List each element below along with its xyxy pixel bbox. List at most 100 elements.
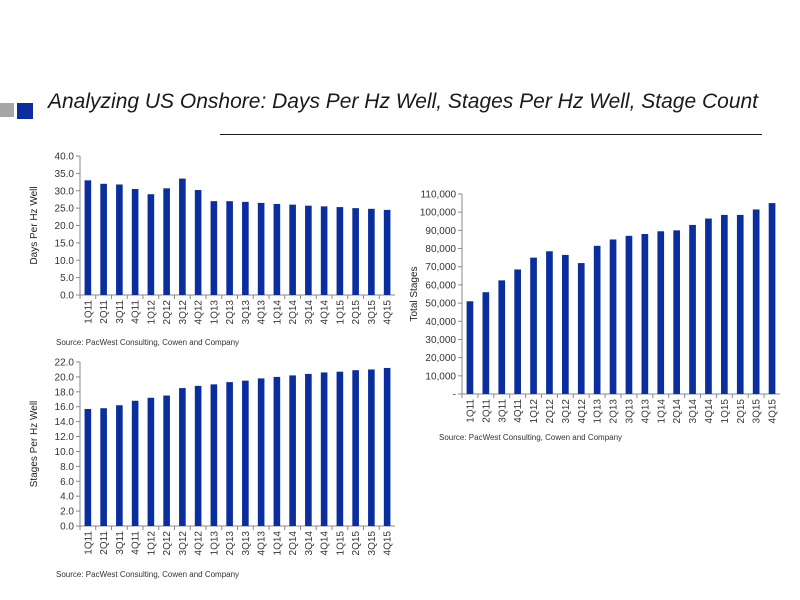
bar bbox=[100, 183, 107, 295]
bar bbox=[131, 189, 139, 295]
bar bbox=[289, 375, 296, 526]
y-tick-label: 8.0 bbox=[60, 462, 74, 473]
y-tick-label: 35.0 bbox=[55, 169, 75, 180]
x-tick-label: 2Q13 bbox=[225, 531, 236, 556]
bar bbox=[689, 224, 696, 394]
x-tick-label: 2Q14 bbox=[672, 399, 683, 424]
bar bbox=[131, 400, 139, 526]
bar bbox=[562, 254, 569, 394]
x-tick-label: 1Q12 bbox=[529, 399, 540, 424]
x-tick-label: 1Q15 bbox=[720, 399, 731, 424]
bar bbox=[116, 405, 123, 526]
x-tick-label: 3Q11 bbox=[115, 300, 126, 324]
bar bbox=[84, 180, 92, 295]
x-tick-label: 1Q11 bbox=[465, 399, 476, 423]
title-underline bbox=[220, 134, 762, 135]
y-tick-label: 50,000 bbox=[425, 299, 456, 310]
bar bbox=[163, 188, 170, 295]
y-tick-label: 18.0 bbox=[55, 387, 75, 398]
y-tick-label: 5.0 bbox=[60, 273, 74, 284]
bar bbox=[273, 203, 281, 295]
bar bbox=[721, 214, 728, 394]
x-tick-label: 3Q15 bbox=[367, 531, 378, 556]
x-tick-label: 4Q15 bbox=[383, 300, 394, 325]
bar bbox=[226, 201, 233, 295]
y-tick-label: 40,000 bbox=[425, 317, 456, 328]
x-tick-label: 3Q11 bbox=[497, 399, 508, 423]
x-tick-label: 2Q12 bbox=[162, 531, 173, 556]
x-tick-label: 3Q13 bbox=[241, 300, 252, 325]
bar bbox=[320, 206, 328, 295]
bar bbox=[352, 208, 359, 295]
x-tick-label: 3Q12 bbox=[178, 300, 189, 325]
bar bbox=[768, 203, 776, 394]
bar bbox=[305, 373, 312, 526]
bar bbox=[466, 301, 474, 394]
x-tick-label: 4Q15 bbox=[768, 399, 779, 424]
y-tick-label: 25.0 bbox=[55, 204, 75, 215]
x-tick-label: 1Q12 bbox=[146, 300, 157, 325]
source-note: Source: PacWest Consulting, Cowen and Co… bbox=[439, 433, 622, 442]
y-tick-label: 14.0 bbox=[55, 417, 75, 428]
y-tick-label: 90,000 bbox=[425, 226, 456, 237]
bar bbox=[84, 408, 92, 526]
y-tick-label: 16.0 bbox=[55, 402, 75, 413]
bar bbox=[210, 201, 218, 295]
bar bbox=[257, 378, 265, 526]
bar bbox=[194, 385, 202, 526]
x-tick-label: 3Q12 bbox=[178, 531, 189, 556]
x-tick-label: 1Q14 bbox=[272, 531, 283, 556]
x-tick-label: 4Q12 bbox=[194, 300, 205, 325]
x-tick-label: 4Q13 bbox=[257, 531, 268, 556]
x-tick-label: 2Q11 bbox=[481, 399, 492, 423]
bar bbox=[163, 395, 170, 526]
bar bbox=[368, 208, 375, 295]
bar bbox=[383, 209, 391, 295]
chart-total-stages: - 10,000 20,000 30,000 40,000 50,000 60,000 70,… bbox=[409, 190, 780, 442]
y-tick-label: - bbox=[453, 390, 456, 401]
bar bbox=[179, 178, 186, 295]
bar bbox=[257, 202, 265, 295]
y-axis-label: Stages Per Hz Well bbox=[29, 401, 40, 488]
bar bbox=[147, 194, 155, 295]
x-tick-label: 2Q15 bbox=[736, 399, 747, 424]
bar bbox=[368, 369, 375, 526]
y-tick-label: 6.0 bbox=[60, 477, 74, 488]
x-tick-label: 4Q11 bbox=[131, 300, 142, 324]
bar bbox=[320, 372, 328, 526]
x-tick-label: 2Q14 bbox=[288, 531, 299, 556]
bar bbox=[673, 230, 680, 394]
y-tick-label: 10.0 bbox=[55, 447, 75, 458]
x-tick-label: 4Q11 bbox=[131, 531, 142, 555]
chart-days-per-hz-well: 0.0 5.0 10.0 15.0 20.0 25.0 30.0 35.0 40.0 1Q11 2Q… bbox=[29, 152, 395, 347]
x-tick-label: 4Q14 bbox=[704, 399, 715, 424]
bar bbox=[352, 370, 359, 526]
y-tick-label: 70,000 bbox=[425, 262, 456, 273]
y-tick-label: 40.0 bbox=[55, 152, 75, 163]
x-tick-label: 2Q13 bbox=[225, 300, 236, 325]
x-tick-label: 1Q11 bbox=[83, 531, 94, 555]
y-tick-label: 4.0 bbox=[60, 492, 74, 503]
y-axis-label: Days Per Hz Well bbox=[29, 186, 40, 264]
slide-title: Analyzing US Onshore: Days Per Hz Well, … bbox=[48, 90, 759, 113]
bar bbox=[514, 269, 521, 394]
x-tick-label: 4Q14 bbox=[320, 531, 331, 556]
y-tick-label: 22.0 bbox=[55, 358, 75, 369]
x-tick-label: 2Q15 bbox=[351, 531, 362, 556]
x-tick-label: 3Q15 bbox=[367, 300, 378, 325]
title-accent-blue-square bbox=[17, 103, 33, 119]
bar bbox=[242, 201, 249, 295]
y-axis-label: Total Stages bbox=[409, 266, 420, 321]
bar bbox=[657, 231, 665, 394]
chart-stages-per-hz-well: 0.0 2.0 4.0 6.0 8.0 10.0 12.0 14.0 16.0 18.0 20.0 2… bbox=[29, 358, 395, 579]
y-tick-label: 20.0 bbox=[55, 372, 75, 383]
bar bbox=[577, 263, 585, 394]
x-tick-label: 3Q14 bbox=[688, 399, 699, 424]
x-tick-label: 2Q14 bbox=[288, 300, 299, 325]
bar bbox=[530, 257, 537, 394]
x-tick-label: 2Q12 bbox=[545, 399, 556, 424]
bar bbox=[100, 408, 107, 526]
x-tick-label: 2Q11 bbox=[99, 531, 110, 555]
y-tick-label: 30,000 bbox=[425, 335, 456, 346]
x-tick-label: 3Q14 bbox=[304, 531, 315, 556]
